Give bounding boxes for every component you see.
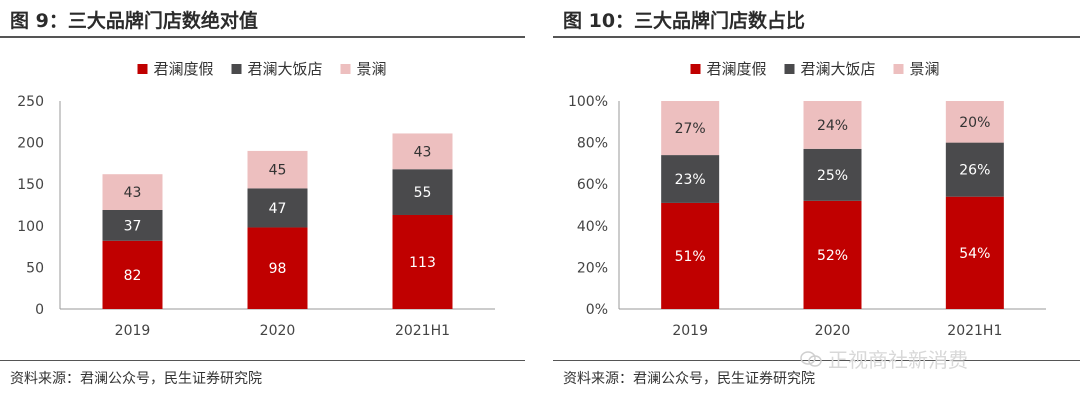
- y-tick-label: 0: [35, 302, 44, 318]
- legend-label: 君澜大饭店: [248, 60, 323, 78]
- chart-title: 图 9：三大品牌门店数绝对值: [10, 10, 258, 32]
- data-label: 45: [269, 163, 287, 179]
- data-label: 43: [414, 144, 432, 160]
- legend-swatch: [137, 64, 148, 74]
- bar-segment: [247, 227, 308, 309]
- y-tick-label: 50: [26, 260, 44, 276]
- data-label: 113: [409, 255, 436, 271]
- x-tick-label: 2020: [815, 323, 851, 339]
- data-label: 55: [414, 185, 432, 201]
- bar-segment: [392, 169, 453, 215]
- legend-swatch: [690, 64, 701, 74]
- y-tick-label: 100: [17, 219, 44, 235]
- bar-segment: [392, 133, 453, 170]
- bar-segment: [945, 101, 1004, 143]
- legend: 君澜度假 君澜大饭店 景澜: [137, 60, 387, 78]
- y-tick-label: 250: [17, 94, 44, 110]
- y-tick-label: 150: [17, 177, 44, 193]
- legend: 君澜度假 君澜大饭店 景澜: [690, 60, 940, 78]
- bar-segment: [247, 150, 308, 189]
- legend-label: 君澜度假: [707, 60, 767, 78]
- watermark-text: 正视商社新消费: [828, 348, 968, 372]
- legend-label: 君澜度假: [154, 60, 214, 78]
- stacked-bar-chart-absolute: 君澜度假 君澜大饭店 景澜 0 50 100 150 200 250 82 37 43 2019 98 47…: [17, 60, 495, 339]
- data-label: 20%: [959, 115, 990, 131]
- bar-segment: [102, 174, 163, 210]
- data-label: 43: [124, 185, 142, 201]
- legend-label: 君澜大饭店: [801, 60, 876, 78]
- data-label: 26%: [959, 163, 990, 179]
- data-label: 37: [124, 218, 142, 234]
- data-label: 25%: [817, 168, 848, 184]
- data-label: 23%: [675, 172, 706, 188]
- x-tick-label: 2021H1: [947, 323, 1002, 339]
- bar-segment: [102, 209, 163, 241]
- y-tick-label: 80%: [577, 136, 608, 152]
- bar-segment: [661, 101, 720, 156]
- data-label: 52%: [817, 248, 848, 264]
- x-tick-label: 2020: [260, 323, 296, 339]
- bar-segment: [803, 200, 862, 309]
- chart-panel-share: 图 10：三大品牌门店数占比 君澜度假 君澜大饭店 景澜 0% 20% 40% 60% 80%…: [553, 0, 1080, 408]
- data-label: 82: [124, 268, 142, 284]
- x-tick-label: 2021H1: [395, 323, 450, 339]
- legend-swatch: [231, 64, 242, 74]
- bar-segment: [803, 101, 862, 149]
- data-label: 47: [269, 201, 287, 217]
- chart-title: 图 10：三大品牌门店数占比: [563, 10, 806, 32]
- bar-segment: [945, 142, 1004, 197]
- stacked-bar-chart-share: 君澜度假 君澜大饭店 景澜 0% 20% 40% 60% 80% 100% 51% 23% 27% 20…: [568, 60, 1046, 339]
- source-divider: [553, 360, 1080, 361]
- bar-segment: [392, 214, 453, 309]
- bar-segment: [661, 202, 720, 309]
- bar-segment: [661, 155, 720, 203]
- y-tick-label: 60%: [577, 177, 608, 193]
- bar-segment: [247, 188, 308, 228]
- data-label: 24%: [817, 118, 848, 134]
- y-tick-label: 100%: [568, 94, 608, 110]
- legend-swatch: [893, 64, 904, 74]
- x-tick-label: 2019: [115, 323, 151, 339]
- y-tick-label: 0%: [586, 302, 608, 318]
- title-divider: [0, 36, 525, 38]
- bar-segment: [945, 196, 1004, 309]
- data-label: 98: [269, 261, 287, 277]
- legend-label: 景澜: [357, 60, 387, 78]
- data-label: 54%: [959, 246, 990, 262]
- source-divider: [0, 360, 525, 361]
- y-tick-label: 200: [17, 136, 44, 152]
- y-tick-label: 40%: [577, 219, 608, 235]
- legend-swatch: [784, 64, 795, 74]
- data-label: 51%: [675, 249, 706, 265]
- y-tick-label: 20%: [577, 260, 608, 276]
- chart-panel-absolute: 图 9：三大品牌门店数绝对值 君澜度假 君澜大饭店 景澜 0 50 100 150 200 25…: [0, 0, 525, 408]
- bar-segment: [102, 240, 163, 309]
- data-label: 27%: [675, 121, 706, 137]
- legend-label: 景澜: [910, 60, 940, 78]
- x-tick-label: 2019: [672, 323, 708, 339]
- source-note: 资料来源：君澜公众号，民生证券研究院: [10, 371, 262, 387]
- title-divider: [553, 36, 1080, 38]
- wechat-icon: [800, 350, 822, 367]
- bar-segment: [803, 148, 862, 201]
- source-note: 资料来源：君澜公众号，民生证券研究院: [563, 371, 815, 387]
- legend-swatch: [340, 64, 351, 74]
- watermark: 正视商社新消费: [800, 344, 968, 373]
